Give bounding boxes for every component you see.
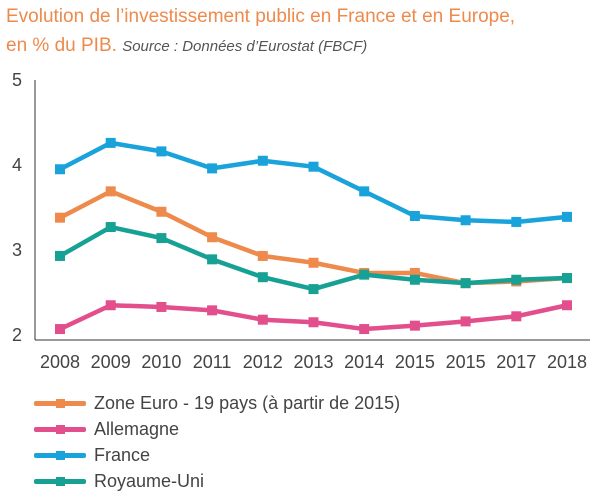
legend-marker <box>56 399 65 408</box>
data-point <box>562 300 572 311</box>
data-point <box>562 273 572 284</box>
legend-item: Zone Euro - 19 pays (à partir de 2015) <box>34 390 400 416</box>
data-point <box>257 314 268 325</box>
legend-item: Allemagne <box>34 416 400 442</box>
x-tick-label: 2017 <box>496 352 536 372</box>
x-tick-label: 2014 <box>344 352 384 372</box>
data-point <box>55 324 65 335</box>
data-point <box>207 305 218 316</box>
data-point <box>105 222 116 233</box>
title-main-part: en % du PIB. <box>6 35 117 56</box>
data-point <box>308 317 319 328</box>
data-point <box>257 155 268 166</box>
x-tick-label: 2012 <box>243 352 283 372</box>
data-point <box>308 161 319 172</box>
data-point <box>359 186 370 197</box>
legend-label: France <box>94 444 151 465</box>
x-tick-label: 2010 <box>141 352 181 372</box>
data-point <box>55 250 65 261</box>
data-point <box>207 254 218 265</box>
x-tick-label: 2011 <box>193 352 232 372</box>
legend-marker <box>56 451 65 460</box>
legend-marker <box>56 425 65 434</box>
x-tick-label: 2009 <box>91 352 131 372</box>
data-point <box>105 300 116 311</box>
x-tick-label: 2008 <box>40 352 80 372</box>
y-tick-label: 5 <box>12 70 22 90</box>
data-point <box>55 212 65 223</box>
data-point <box>308 284 319 295</box>
data-point <box>105 137 116 148</box>
data-point <box>409 267 420 278</box>
series-line <box>57 140 570 225</box>
data-point <box>511 311 522 322</box>
data-point <box>207 163 218 174</box>
y-tick-label: 4 <box>12 155 22 175</box>
chart-source: Source : Données d’Eurostat (FBCF) <box>122 38 368 55</box>
line-chart: 5 4 3 2 2008 2009 2010 2011 2012 2013 2014 2015 2015… <box>12 70 590 372</box>
series-line <box>57 189 570 286</box>
x-tick-label: 2015 <box>395 352 435 372</box>
data-point <box>156 301 167 312</box>
chart-legend: Zone Euro - 19 pays (à partir de 2015) Al… <box>34 390 400 494</box>
data-point <box>257 250 268 261</box>
data-point <box>359 269 370 280</box>
legend-swatch <box>34 390 94 416</box>
data-point <box>562 211 572 222</box>
legend-swatch <box>34 468 94 494</box>
title-line-1: Evolution de l’investissement public en … <box>6 6 516 27</box>
legend-item: Royaume-Uni <box>34 468 400 494</box>
legend-swatch <box>34 416 94 442</box>
legend-marker <box>56 477 65 486</box>
data-point <box>511 216 522 227</box>
data-point <box>207 232 218 243</box>
data-point <box>156 206 167 217</box>
x-tick-label: 2013 <box>293 352 333 372</box>
data-point <box>257 272 268 283</box>
legend-swatch <box>34 442 94 468</box>
x-tick-label: 2018 <box>547 352 587 372</box>
data-point <box>460 215 471 226</box>
y-tick-label: 2 <box>12 325 22 345</box>
legend-label: Royaume-Uni <box>94 470 205 491</box>
data-point <box>511 274 522 285</box>
x-tick-label: 2015 <box>446 352 486 372</box>
chart-title: Evolution de l’investissement public en … <box>6 2 603 61</box>
data-point <box>359 324 370 335</box>
data-point <box>156 233 167 244</box>
legend-item: France <box>34 442 400 468</box>
data-point <box>460 316 471 327</box>
data-point <box>460 278 471 289</box>
data-point <box>105 186 116 197</box>
y-tick-label: 3 <box>12 240 22 260</box>
data-point <box>409 274 420 285</box>
legend-label: Allemagne <box>94 418 180 439</box>
data-point <box>156 146 167 157</box>
data-point <box>409 320 420 331</box>
data-point <box>409 211 420 221</box>
title-line-2: en % du PIB. Source : Données d’Eurostat… <box>6 31 603 61</box>
legend-label: Zone Euro - 19 pays (à partir de 2015) <box>94 392 401 413</box>
data-point <box>55 164 65 175</box>
data-point <box>308 257 319 268</box>
